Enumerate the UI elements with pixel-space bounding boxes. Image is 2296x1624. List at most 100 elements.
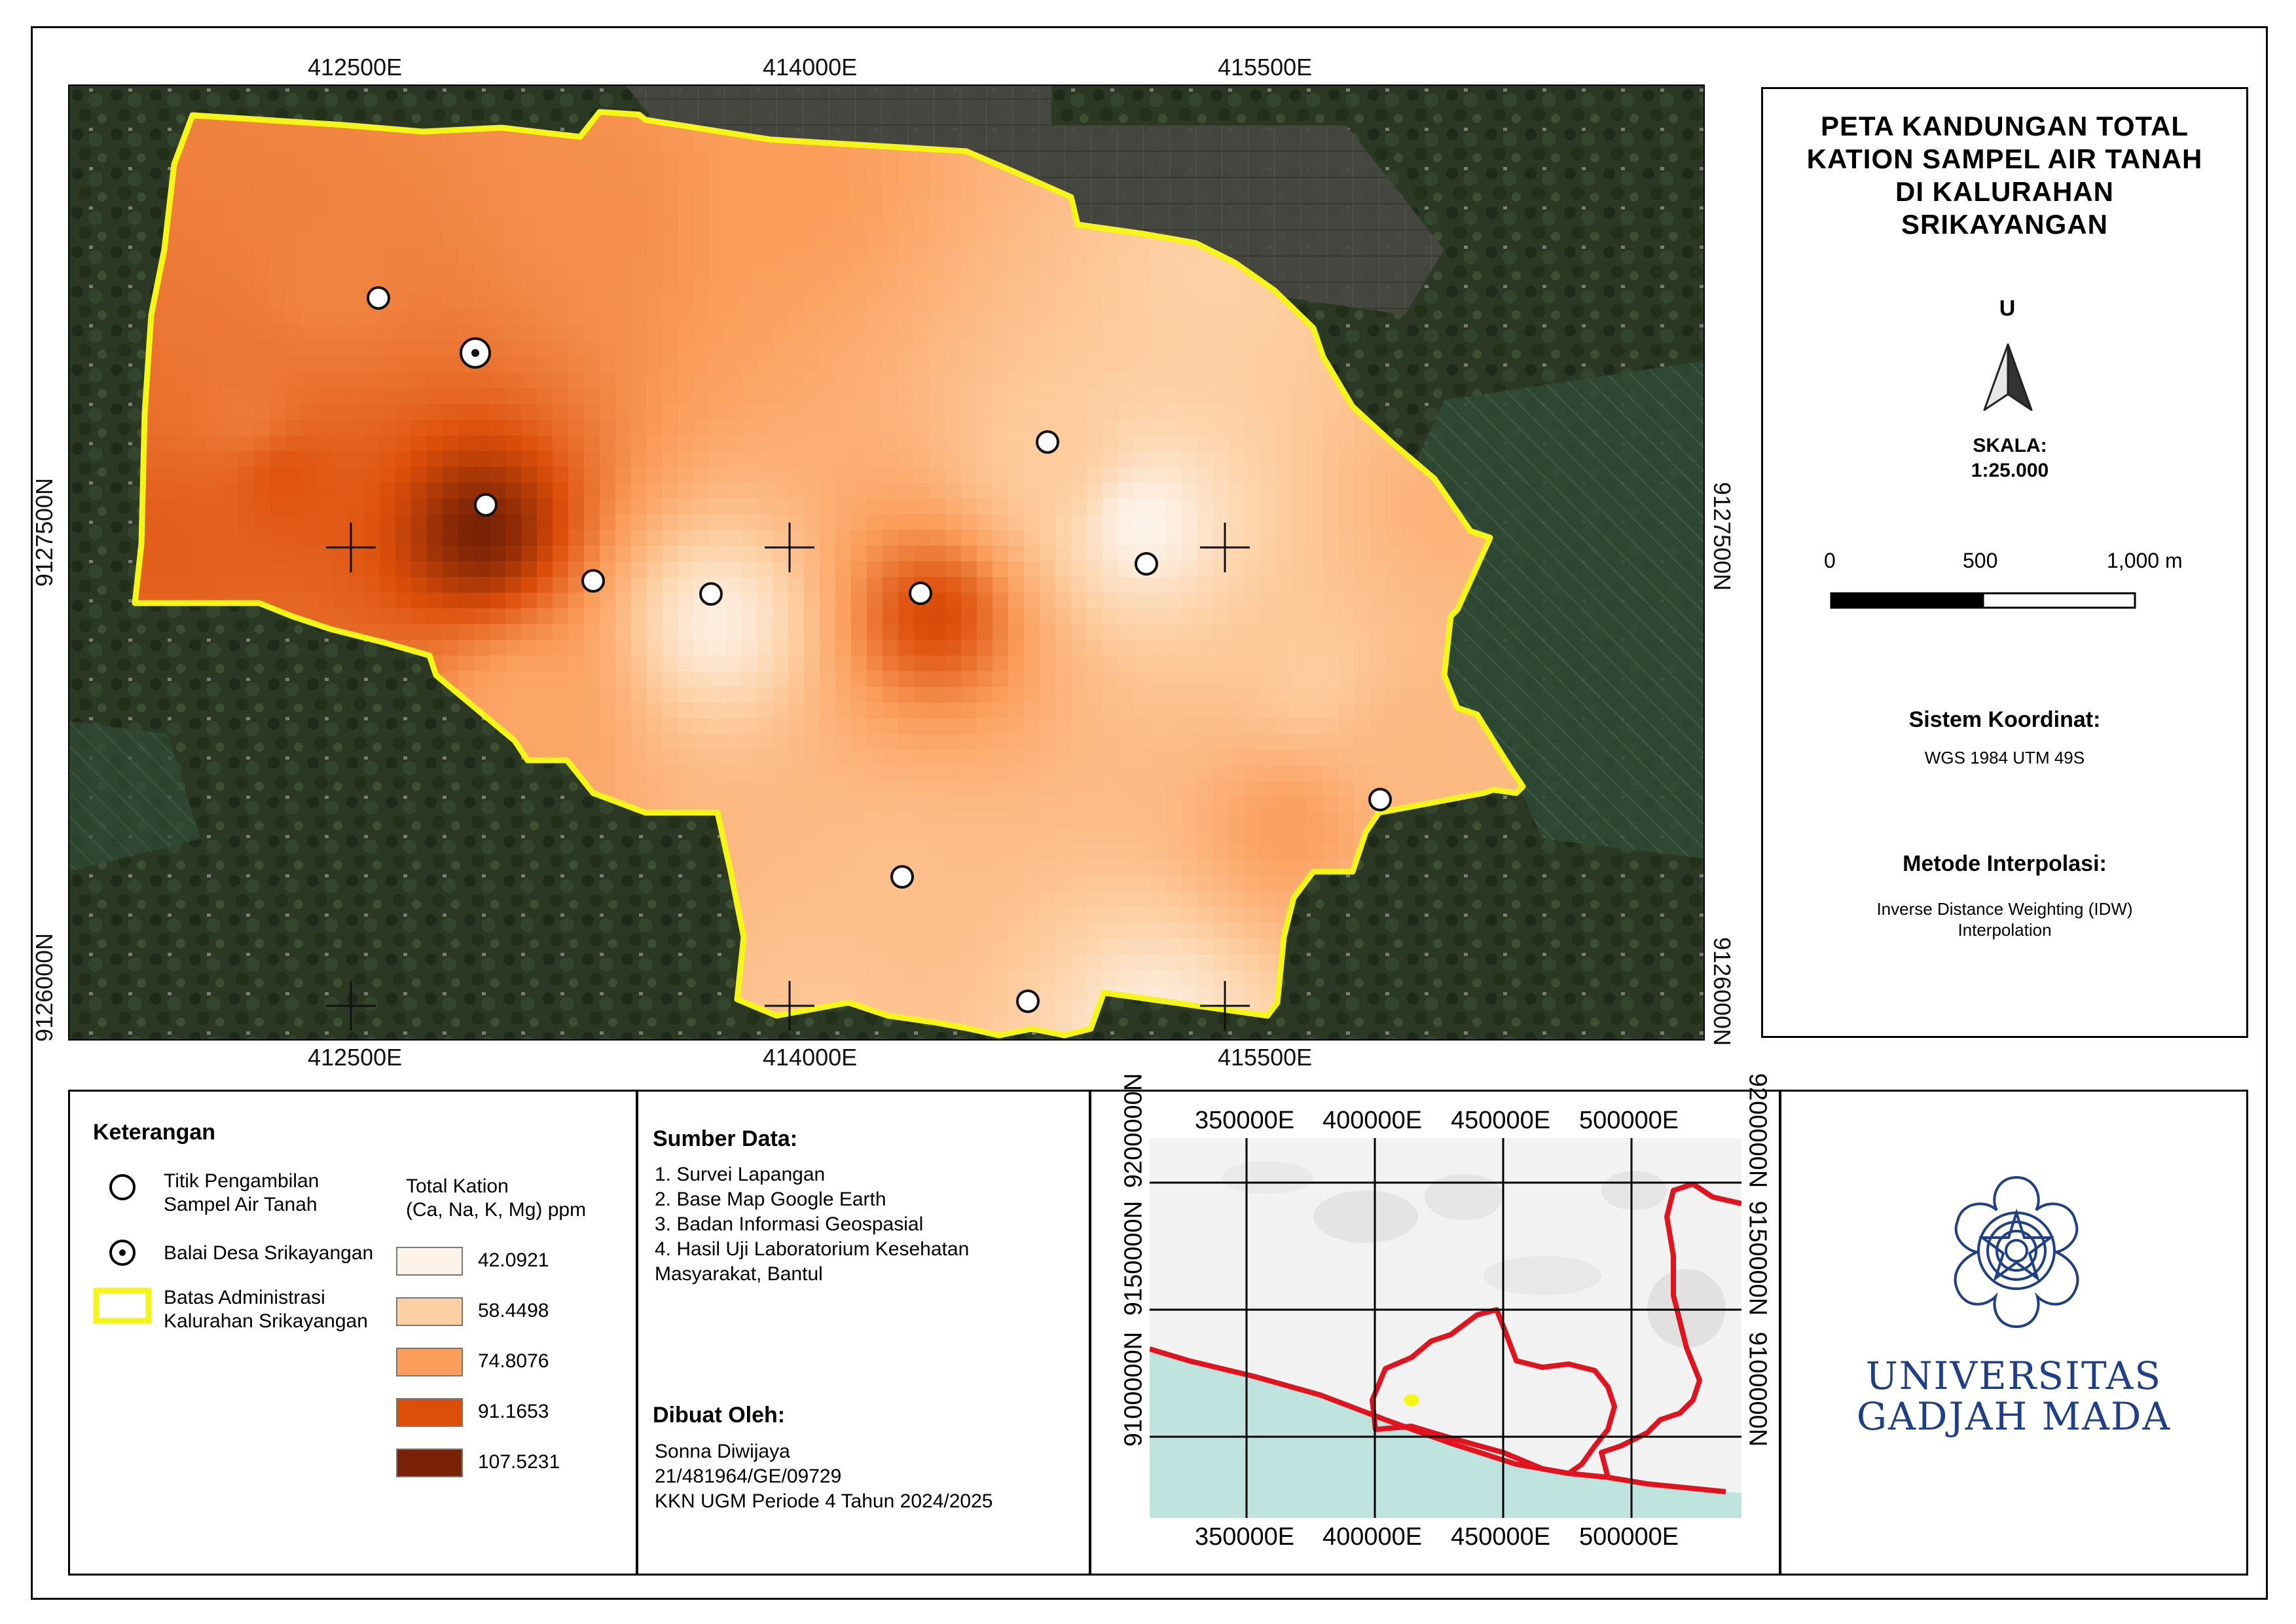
source-item-4-cont: Masyarakat, Bantul — [655, 1263, 823, 1285]
scale-bar-label-500: 500 — [1963, 549, 1998, 572]
top-x-label-3: 415500E — [1218, 54, 1313, 81]
inset-left-y-3: 9200000N — [1120, 1073, 1148, 1189]
inset-relief — [1222, 1161, 1726, 1348]
main-map[interactable] — [69, 86, 1704, 1039]
sample-point[interactable] — [1036, 430, 1059, 454]
bottom-x-label-3: 415500E — [1218, 1044, 1313, 1071]
coordinate-system-heading: Sistem Koordinat: — [1908, 707, 2101, 732]
sample-point[interactable] — [909, 581, 932, 605]
author-lines: Sonna Diwijaya 21/481964/GE/09729 KKN UG… — [655, 1439, 993, 1514]
grid-cross — [1200, 981, 1250, 1031]
interpolation-value: Inverse Distance Weighting (IDW) Interpo… — [1768, 898, 2242, 940]
top-x-label-1: 412500E — [308, 54, 403, 81]
north-label: U — [1999, 296, 2016, 321]
sample-point[interactable] — [1016, 989, 1040, 1013]
title-line-4: SRIKAYANGAN — [1901, 209, 2108, 240]
scale-bar-label-0: 0 — [1824, 549, 1836, 572]
ramp-heading-line-1: Total Kation — [406, 1175, 509, 1197]
ramp-swatch-1 — [396, 1247, 463, 1276]
source-item-4: 4. Hasil Uji Laboratorium Kesehatan — [655, 1238, 970, 1260]
sample-point[interactable] — [699, 582, 723, 606]
interpolation-line-1: Inverse Distance Weighting (IDW) — [1876, 899, 2133, 919]
rice-fields-west — [69, 721, 200, 872]
legend-sample-line-2: Sampel Air Tanah — [164, 1194, 318, 1215]
source-item-3: 3. Badan Informasi Geospasial — [655, 1213, 924, 1235]
inset-grid — [1150, 1138, 1741, 1518]
map-title: PETA KANDUNGAN TOTAL KATION SAMPEL AIR T… — [1768, 110, 2242, 241]
source-item-1: 1. Survei Lapangan — [655, 1164, 826, 1185]
ugm-name: UNIVERSITAS GADJAH MADA — [1787, 1356, 2240, 1437]
top-x-label-2: 414000E — [763, 54, 858, 81]
title-line-3: DI KALURAHAN — [1895, 176, 2114, 207]
ramp-value-5: 107.5231 — [478, 1451, 560, 1473]
inset-right-y-1: 9200000N — [1743, 1073, 1772, 1189]
grid-cross — [326, 981, 376, 1031]
north-arrow-icon — [1983, 343, 2033, 411]
inset-top-x-1: 350000E — [1195, 1107, 1295, 1134]
ramp-value-4: 91.1653 — [478, 1401, 549, 1422]
legend-sample-line-1: Titik Pengambilan — [164, 1170, 319, 1192]
village-boundary[interactable] — [132, 109, 1526, 1039]
ramp-swatch-2 — [396, 1297, 463, 1326]
author-program: KKN UGM Periode 4 Tahun 2024/2025 — [655, 1490, 993, 1512]
inset-province-boundary — [1150, 1346, 1726, 1494]
bottom-x-label-1: 412500E — [308, 1044, 403, 1071]
sample-point[interactable] — [1368, 788, 1392, 811]
bottom-x-label-2: 414000E — [763, 1044, 858, 1071]
title-line-2: KATION SAMPEL AIR TANAH — [1806, 143, 2203, 174]
inset-left-y-2: 9150000N — [1120, 1200, 1148, 1316]
grid-cross — [1200, 523, 1250, 572]
inset-top-x-3: 450000E — [1451, 1107, 1551, 1134]
inset-left-y-1: 9100000N — [1120, 1331, 1148, 1447]
interpolation-line-2: Interpolation — [1958, 920, 2052, 940]
legend-boundary-line-2: Kalurahan Srikayangan — [164, 1310, 368, 1332]
author-id: 21/481964/GE/09729 — [655, 1466, 842, 1487]
inset-diy-boundary — [1370, 1307, 1617, 1476]
legend-boundary-line-1: Batas Administrasi — [164, 1287, 325, 1308]
ramp-value-2: 58.4498 — [478, 1300, 549, 1321]
source-item-2: 2. Base Map Google Earth — [655, 1189, 886, 1210]
sample-point[interactable] — [890, 865, 914, 889]
scale-bar — [1830, 592, 2136, 609]
legend-item-village-hall: Balai Desa Srikayangan — [164, 1242, 374, 1264]
left-y-label-2: 9126000N — [31, 932, 58, 1042]
scale-label-line-1: SKALA: — [1973, 435, 2047, 456]
inset-right-y-2: 9150000N — [1743, 1200, 1772, 1316]
ramp-value-1: 42.0921 — [478, 1249, 549, 1271]
sources-heading: Sumber Data: — [653, 1126, 798, 1151]
outer-frame — [31, 26, 2268, 1600]
sample-point-icon — [109, 1174, 136, 1200]
inset-bottom-x-1: 350000E — [1195, 1523, 1295, 1551]
sample-points — [367, 286, 1392, 1013]
inset-map[interactable] — [1150, 1138, 1741, 1518]
left-y-label-1: 9127500N — [31, 477, 58, 587]
grid-crosses — [326, 523, 1250, 1031]
legend-item-boundary: Batas Administrasi Kalurahan Srikayangan — [164, 1286, 368, 1333]
sample-point[interactable] — [581, 569, 605, 593]
sample-point[interactable] — [474, 493, 498, 517]
coordinate-system-value: WGS 1984 UTM 49S — [1924, 748, 2085, 767]
rice-fields-east — [1379, 361, 1704, 858]
ramp-swatch-5 — [396, 1449, 463, 1477]
ugm-line-2: GADJAH MADA — [1856, 1394, 2172, 1439]
ramp-heading-line-2: (Ca, Na, K, Mg) ppm — [406, 1199, 587, 1221]
title-panel — [1761, 87, 2248, 1038]
ugm-line-1: UNIVERSITAS — [1865, 1354, 2162, 1398]
boundary-legend-icon — [93, 1287, 152, 1324]
sample-point[interactable] — [1135, 552, 1158, 576]
scale-label: SKALA: 1:25.000 — [1918, 434, 2102, 483]
ramp-value-3: 74.8076 — [478, 1350, 549, 1372]
legend-item-sample: Titik Pengambilan Sampel Air Tanah — [164, 1170, 319, 1217]
inset-right-y-3: 9100000N — [1743, 1331, 1772, 1447]
right-y-label-1: 9127500N — [1709, 482, 1736, 591]
inset-top-x-4: 500000E — [1579, 1107, 1679, 1134]
grid-cross — [765, 523, 814, 572]
sources-list: 1. Survei Lapangan 2. Base Map Google Ea… — [655, 1162, 969, 1287]
sample-point[interactable] — [367, 286, 390, 310]
author-name: Sonna Diwijaya — [655, 1441, 790, 1462]
village-hall-marker[interactable] — [460, 337, 491, 369]
interpolation-heading: Metode Interpolasi: — [1903, 851, 2107, 876]
scale-bar-label-1000: 1,000 m — [2107, 549, 2183, 572]
inset-bottom-x-3: 450000E — [1451, 1523, 1551, 1551]
inset-location-marker — [1404, 1394, 1419, 1406]
